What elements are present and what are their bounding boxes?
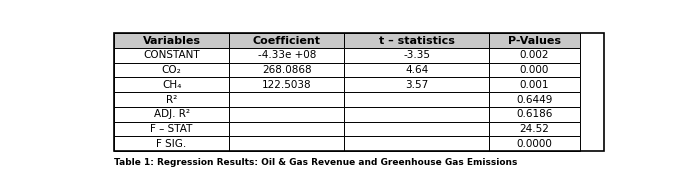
Text: Coefficient: Coefficient <box>253 36 321 46</box>
Text: Table 1: Regression Results: Oil & Gas Revenue and Greenhouse Gas Emissions: Table 1: Regression Results: Oil & Gas R… <box>114 157 517 166</box>
Bar <box>114 122 229 136</box>
Text: CO₂: CO₂ <box>162 65 182 75</box>
Bar <box>489 122 579 136</box>
Bar <box>229 107 344 122</box>
Bar <box>229 77 344 92</box>
Text: CONSTANT: CONSTANT <box>143 50 200 60</box>
Text: CH₄: CH₄ <box>162 80 182 90</box>
Bar <box>344 48 489 63</box>
Bar <box>489 77 579 92</box>
Bar <box>229 92 344 107</box>
Bar <box>489 92 579 107</box>
Bar <box>344 63 489 77</box>
Text: ADJ. R²: ADJ. R² <box>154 109 190 119</box>
Text: 268.0868: 268.0868 <box>262 65 311 75</box>
Bar <box>489 136 579 151</box>
Bar <box>229 33 344 48</box>
Text: 122.5038: 122.5038 <box>262 80 311 90</box>
Bar <box>229 48 344 63</box>
Bar <box>489 48 579 63</box>
Bar <box>344 92 489 107</box>
Text: P-Values: P-Values <box>508 36 561 46</box>
Text: R²: R² <box>166 94 177 104</box>
Bar <box>114 92 229 107</box>
Bar <box>344 136 489 151</box>
Text: 24.52: 24.52 <box>520 124 549 134</box>
Bar <box>229 136 344 151</box>
Bar <box>114 48 229 63</box>
Text: 0.001: 0.001 <box>520 80 549 90</box>
Bar <box>489 107 579 122</box>
Text: t – statistics: t – statistics <box>379 36 454 46</box>
Text: F SIG.: F SIG. <box>156 139 187 149</box>
Text: 4.64: 4.64 <box>405 65 428 75</box>
Text: Variables: Variables <box>143 36 201 46</box>
Bar <box>489 33 579 48</box>
Bar <box>489 63 579 77</box>
Text: -3.35: -3.35 <box>403 50 430 60</box>
Bar <box>114 107 229 122</box>
Text: 0.0000: 0.0000 <box>516 139 552 149</box>
Bar <box>344 107 489 122</box>
Bar <box>114 33 604 151</box>
Bar <box>229 122 344 136</box>
Bar <box>114 33 229 48</box>
Bar <box>229 63 344 77</box>
Text: F – STAT: F – STAT <box>150 124 192 134</box>
Text: 0.002: 0.002 <box>520 50 549 60</box>
Text: -4.33e +08: -4.33e +08 <box>258 50 316 60</box>
Text: 3.57: 3.57 <box>405 80 428 90</box>
Bar <box>114 136 229 151</box>
Bar <box>344 122 489 136</box>
Bar <box>114 77 229 92</box>
Text: 0.6449: 0.6449 <box>516 94 552 104</box>
Bar <box>344 33 489 48</box>
Bar <box>114 63 229 77</box>
Bar <box>344 77 489 92</box>
Text: 0.000: 0.000 <box>520 65 549 75</box>
Text: 0.6186: 0.6186 <box>516 109 552 119</box>
